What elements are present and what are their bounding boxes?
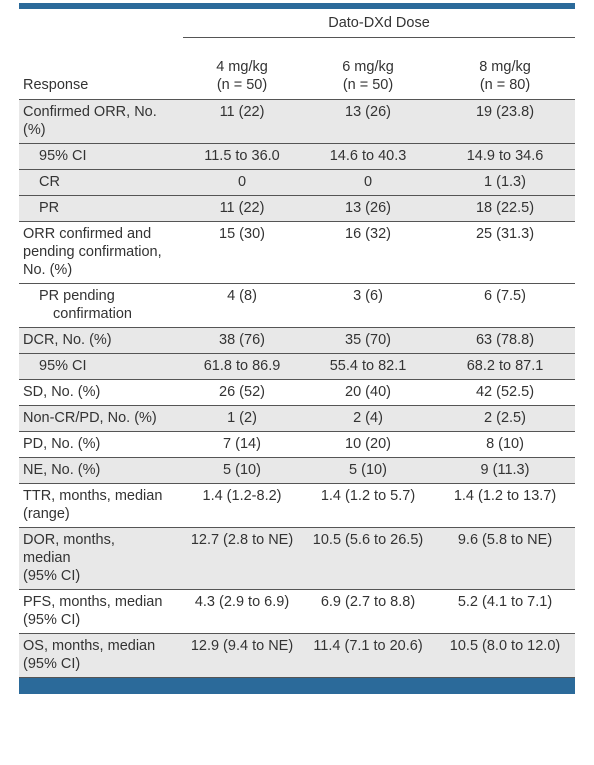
table-cell: 1 (1.3): [435, 169, 576, 196]
table-row: PR 11 (22) 13 (26) 18 (22.5): [19, 195, 576, 222]
table-row: DCR, No. (%) 38 (76) 35 (70) 63 (78.8): [19, 327, 576, 354]
row-label: Confirmed ORR, No. (%): [19, 99, 183, 144]
table-row: ORR confirmed and pending confirmation, …: [19, 221, 576, 284]
table-cell: 68.2 to 87.1: [435, 353, 576, 380]
bottom-accent-bar: [19, 678, 575, 694]
dose-group-header: Dato-DXd Dose: [183, 9, 576, 38]
table-cell: 16 (32): [301, 221, 435, 284]
table-row: NE, No. (%) 5 (10) 5 (10) 9 (11.3): [19, 457, 576, 484]
table-cell: 5.2 (4.1 to 7.1): [435, 589, 576, 634]
table-cell: 6.9 (2.7 to 8.8): [301, 589, 435, 634]
table-cell: 13 (26): [301, 99, 435, 144]
table-cell: 12.9 (9.4 to NE): [183, 633, 301, 678]
row-label: PR: [19, 195, 183, 222]
table-row: CR 0 0 1 (1.3): [19, 169, 576, 196]
table-cell: 25 (31.3): [435, 221, 576, 284]
row-label: PFS, months, median (95% CI): [19, 589, 183, 634]
table-cell: 20 (40): [301, 379, 435, 406]
table-cell: 13 (26): [301, 195, 435, 222]
row-label: DCR, No. (%): [19, 327, 183, 354]
row-label: 95% CI: [19, 143, 183, 170]
table-cell: 14.9 to 34.6: [435, 143, 576, 170]
row-label: 95% CI: [19, 353, 183, 380]
table-row: PFS, months, median (95% CI) 4.3 (2.9 to …: [19, 589, 576, 634]
table-cell: 5 (10): [301, 457, 435, 484]
table-row: 95% CI 61.8 to 86.9 55.4 to 82.1 68.2 to…: [19, 353, 576, 380]
table-cell: 6 (7.5): [435, 283, 576, 328]
table-row: SD, No. (%) 26 (52) 20 (40) 42 (52.5): [19, 379, 576, 406]
table-cell: 11 (22): [183, 195, 301, 222]
table-cell: 61.8 to 86.9: [183, 353, 301, 380]
table-cell: 10 (20): [301, 431, 435, 458]
table-cell: 11.4 (7.1 to 20.6): [301, 633, 435, 678]
table-cell: 38 (76): [183, 327, 301, 354]
table-cell: 2 (4): [301, 405, 435, 432]
row-label: PD, No. (%): [19, 431, 183, 458]
column-header-8mg: 8 mg/kg (n = 80): [435, 37, 576, 100]
table-cell: 7 (14): [183, 431, 301, 458]
table-cell: 0: [183, 169, 301, 196]
row-label: SD, No. (%): [19, 379, 183, 406]
table-row: PR pending confirmation 4 (8) 3 (6) 6 (7.…: [19, 283, 576, 328]
table-cell: 14.6 to 40.3: [301, 143, 435, 170]
row-label: ORR confirmed and pending confirmation, …: [19, 221, 183, 284]
table-cell: 26 (52): [183, 379, 301, 406]
column-header-6mg: 6 mg/kg (n = 50): [301, 37, 435, 100]
response-table: Dato-DXd Dose Response 4 mg/kg (n = 50) 6…: [19, 9, 576, 678]
table-cell: 2 (2.5): [435, 405, 576, 432]
table-row: TTR, months, median (range) 1.4 (1.2-8.2…: [19, 483, 576, 528]
table-row: 95% CI 11.5 to 36.0 14.6 to 40.3 14.9 to…: [19, 143, 576, 170]
row-label: CR: [19, 169, 183, 196]
response-column-header: Response: [19, 37, 183, 100]
table-row: OS, months, median (95% CI) 12.9 (9.4 to …: [19, 633, 576, 678]
table-row: PD, No. (%) 7 (14) 10 (20) 8 (10): [19, 431, 576, 458]
row-label: TTR, months, median (range): [19, 483, 183, 528]
table-cell: 0: [301, 169, 435, 196]
table-cell: 19 (23.8): [435, 99, 576, 144]
table-cell: 1.4 (1.2 to 13.7): [435, 483, 576, 528]
row-label: NE, No. (%): [19, 457, 183, 484]
table-cell: 10.5 (8.0 to 12.0): [435, 633, 576, 678]
table-cell: 11 (22): [183, 99, 301, 144]
response-table-container: Dato-DXd Dose Response 4 mg/kg (n = 50) 6…: [19, 0, 576, 694]
table-cell: 63 (78.8): [435, 327, 576, 354]
table-cell: 1.4 (1.2-8.2): [183, 483, 301, 528]
table-cell: 4.3 (2.9 to 6.9): [183, 589, 301, 634]
row-label: DOR, months, median (95% CI): [19, 527, 183, 590]
table-cell: 9 (11.3): [435, 457, 576, 484]
table-cell: 18 (22.5): [435, 195, 576, 222]
table-cell: 4 (8): [183, 283, 301, 328]
row-label: PR pending confirmation: [19, 283, 183, 328]
column-header-4mg: 4 mg/kg (n = 50): [183, 37, 301, 100]
table-cell: 8 (10): [435, 431, 576, 458]
table-cell: 10.5 (5.6 to 26.5): [301, 527, 435, 590]
table-cell: 35 (70): [301, 327, 435, 354]
table-row: Confirmed ORR, No. (%) 11 (22) 13 (26) 1…: [19, 99, 576, 144]
table-cell: 15 (30): [183, 221, 301, 284]
table-cell: 3 (6): [301, 283, 435, 328]
row-label: Non-CR/PD, No. (%): [19, 405, 183, 432]
table-column-header-row: Response 4 mg/kg (n = 50) 6 mg/kg (n = 50)…: [19, 37, 576, 100]
table-cell: 55.4 to 82.1: [301, 353, 435, 380]
top-accent-bar: [19, 3, 575, 9]
table-cell: 11.5 to 36.0: [183, 143, 301, 170]
table-row: DOR, months, median (95% CI) 12.7 (2.8 to …: [19, 527, 576, 590]
table-cell: 5 (10): [183, 457, 301, 484]
table-cell: 42 (52.5): [435, 379, 576, 406]
table-cell: 9.6 (5.8 to NE): [435, 527, 576, 590]
table-cell: 12.7 (2.8 to NE): [183, 527, 301, 590]
table-group-header-row: Dato-DXd Dose: [19, 9, 576, 38]
table-cell: 1.4 (1.2 to 5.7): [301, 483, 435, 528]
table-row: Non-CR/PD, No. (%) 1 (2) 2 (4) 2 (2.5): [19, 405, 576, 432]
row-label: OS, months, median (95% CI): [19, 633, 183, 678]
table-cell: 1 (2): [183, 405, 301, 432]
